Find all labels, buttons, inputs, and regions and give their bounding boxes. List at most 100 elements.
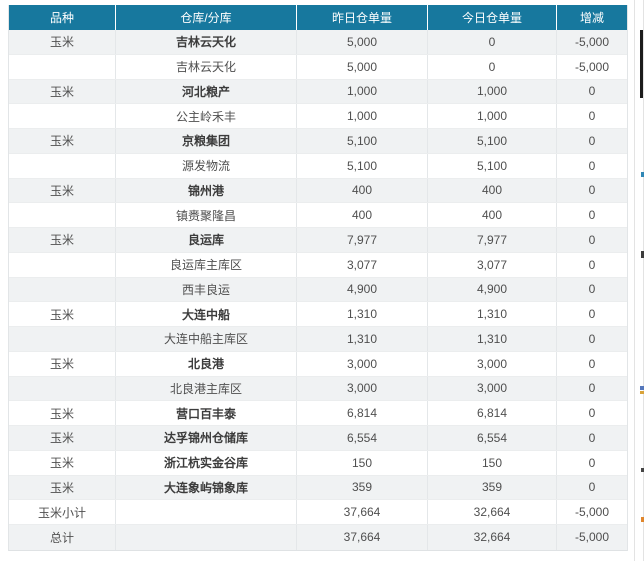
variety-cell: 总计 [9, 525, 116, 550]
warehouse-cell: 西丰良运 [116, 277, 297, 302]
yesterday-qty-cell: 400 [297, 178, 428, 203]
table-row: 玉米 吉林云天化 5,000 0 -5,000 [9, 30, 627, 55]
warehouse-cell: 锦州港 [116, 178, 297, 203]
table-row: 北良港主库区 3,000 3,000 0 [9, 376, 627, 402]
today-qty-cell: 3,000 [428, 351, 557, 376]
clipped-edge-fragment [641, 172, 644, 177]
table-row: 吉林云天化 5,000 0 -5,000 [9, 54, 627, 80]
subtotal-row: 玉米小计 37,664 32,664 -5,000 [9, 500, 627, 525]
today-qty-cell: 359 [428, 475, 557, 500]
today-qty-cell: 3,077 [428, 252, 557, 277]
table-row: 玉米 良运库 7,977 7,977 0 [9, 228, 627, 253]
today-qty-cell: 0 [428, 30, 557, 54]
today-qty-cell: 0 [428, 54, 557, 79]
clipped-panel-border [634, 0, 635, 561]
table-row: 镇赉聚隆昌 400 400 0 [9, 203, 627, 228]
today-qty-cell: 400 [428, 203, 557, 227]
yesterday-qty-cell: 400 [297, 203, 428, 227]
yesterday-qty-cell: 1,310 [297, 302, 428, 326]
warehouse-cell: 源发物流 [116, 153, 297, 178]
table-row: 大连中船主库区 1,310 1,310 0 [9, 327, 627, 352]
variety-cell [9, 327, 116, 351]
change-qty-cell: 0 [588, 430, 596, 445]
warehouse-cell: 良运库主库区 [116, 252, 297, 277]
yesterday-qty-cell: 6,554 [297, 426, 428, 450]
warehouse-cell: 公主岭禾丰 [116, 104, 297, 128]
warehouse-cell: 浙江杭实金谷库 [116, 450, 297, 475]
today-qty-cell: 5,100 [428, 153, 557, 178]
col-header-today-qty: 今日仓单量 [428, 5, 557, 30]
warehouse-cell: 京粮集团 [116, 129, 297, 153]
today-qty-cell: 6,554 [428, 426, 557, 450]
warehouse-cell: 北良港主库区 [116, 376, 297, 401]
warehouse-cell: 良运库 [116, 228, 297, 252]
table-row: 玉米 锦州港 400 400 0 [9, 178, 627, 204]
table-row: 玉米 达孚锦州仓储库 6,554 6,554 0 [9, 426, 627, 451]
today-qty-cell: 1,310 [428, 327, 557, 351]
warehouse-cell: 镇赉聚隆昌 [116, 203, 297, 227]
table-row: 玉米 营口百丰泰 6,814 6,814 0 [9, 401, 627, 426]
today-qty-cell: 1,000 [428, 104, 557, 128]
table-row: 公主岭禾丰 1,000 1,000 0 [9, 104, 627, 129]
today-qty-cell: 4,900 [428, 277, 557, 302]
variety-cell: 玉米小计 [9, 500, 116, 524]
warehouse-cell: 营口百丰泰 [116, 401, 297, 425]
warehouse-cell: 北良港 [116, 351, 297, 376]
col-header-warehouse: 仓库/分库 [116, 5, 297, 30]
clipped-edge-fragment [641, 468, 644, 472]
change-qty-cell: 0 [588, 455, 596, 470]
col-header-variety: 品种 [9, 5, 116, 30]
change-qty-cell: 0 [588, 257, 596, 272]
clipped-edge-fragment [640, 386, 644, 390]
change-qty-cell: 0 [588, 381, 596, 396]
change-qty-cell: -5,000 [574, 34, 610, 49]
variety-cell [9, 203, 116, 227]
today-qty-cell: 3,000 [428, 376, 557, 401]
variety-cell: 玉米 [9, 475, 116, 500]
table-row: 西丰良运 4,900 4,900 0 [9, 277, 627, 303]
table-row: 玉米 大连象屿锦象库 359 359 0 [9, 475, 627, 501]
change-qty-cell: -5,000 [574, 530, 610, 545]
variety-cell [9, 54, 116, 79]
change-qty-cell: 0 [588, 232, 596, 247]
variety-cell: 玉米 [9, 401, 116, 425]
variety-cell [9, 153, 116, 178]
scrollbar-thumb[interactable] [640, 30, 643, 98]
variety-cell [9, 376, 116, 401]
change-qty-cell: -5,000 [574, 505, 610, 520]
today-qty-cell: 400 [428, 178, 557, 203]
warehouse-cell: 大连中船主库区 [116, 327, 297, 351]
col-header-yesterday-qty: 昨日仓单量 [297, 5, 428, 30]
variety-cell: 玉米 [9, 450, 116, 475]
warehouse-cell: 大连中船 [116, 302, 297, 326]
variety-cell [9, 252, 116, 277]
table-body: 玉米 吉林云天化 5,000 0 -5,000 吉林云天化 5,000 0 -5… [9, 30, 627, 550]
warehouse-cell [116, 500, 297, 524]
change-qty-cell: 0 [588, 133, 596, 148]
warehouse-cell: 大连象屿锦象库 [116, 475, 297, 500]
table-row: 玉米 大连中船 1,310 1,310 0 [9, 302, 627, 327]
warehouse-cell: 达孚锦州仓储库 [116, 426, 297, 450]
yesterday-qty-cell: 37,664 [297, 500, 428, 524]
yesterday-qty-cell: 5,100 [297, 129, 428, 153]
variety-cell: 玉米 [9, 228, 116, 252]
table-row: 源发物流 5,100 5,100 0 [9, 153, 627, 179]
variety-cell: 玉米 [9, 79, 116, 104]
change-qty-cell: 0 [588, 109, 596, 124]
today-qty-cell: 6,814 [428, 401, 557, 425]
today-qty-cell: 5,100 [428, 129, 557, 153]
yesterday-qty-cell: 5,000 [297, 30, 428, 54]
today-qty-cell: 32,664 [428, 500, 557, 524]
yesterday-qty-cell: 6,814 [297, 401, 428, 425]
today-qty-cell: 1,000 [428, 79, 557, 104]
col-header-change: 增减 [579, 11, 604, 25]
change-qty-cell: 0 [588, 183, 596, 198]
yesterday-qty-cell: 4,900 [297, 277, 428, 302]
warehouse-cell [116, 525, 297, 550]
warehouse-cell: 吉林云天化 [116, 30, 297, 54]
variety-cell: 玉米 [9, 351, 116, 376]
yesterday-qty-cell: 3,077 [297, 252, 428, 277]
table-row: 玉米 河北粮产 1,000 1,000 0 [9, 79, 627, 105]
table-row: 玉米 北良港 3,000 3,000 0 [9, 351, 627, 377]
variety-cell: 玉米 [9, 426, 116, 450]
